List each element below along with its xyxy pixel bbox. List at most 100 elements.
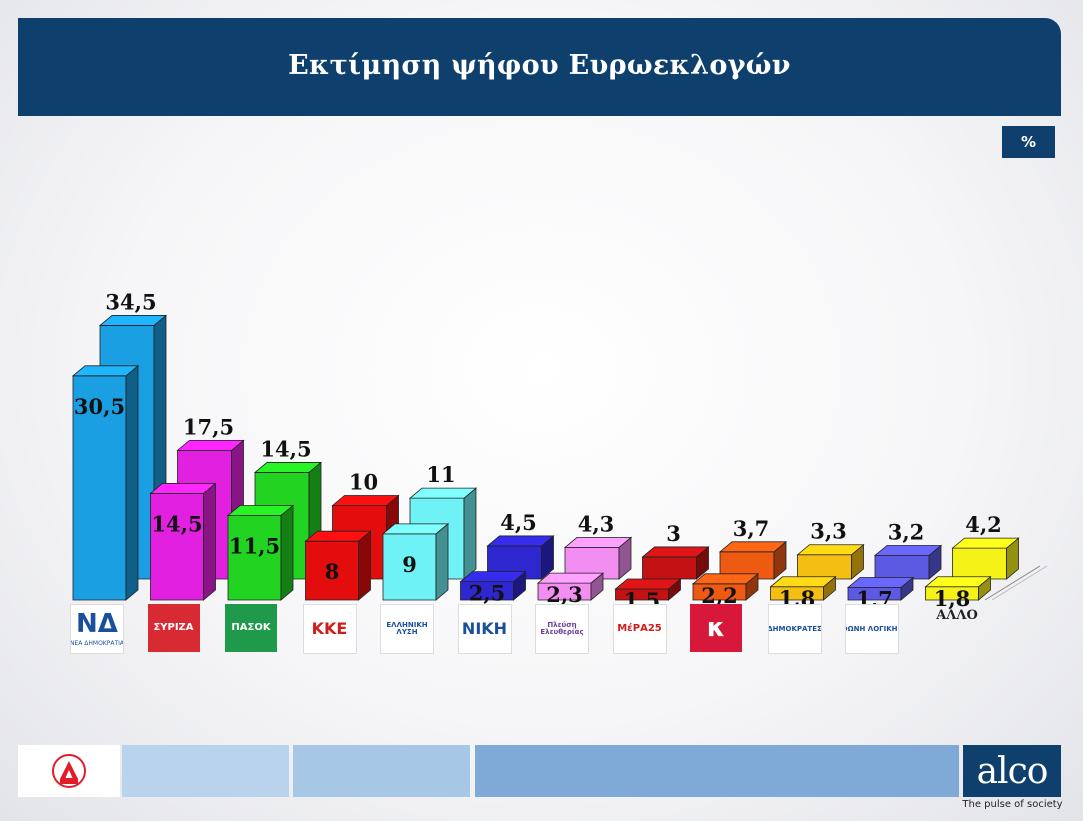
- footer-segment: [122, 745, 289, 797]
- back-bar-side: [463, 487, 477, 580]
- niki-logo: ΝΙΚΗ: [457, 604, 512, 654]
- front-bar-top: [459, 571, 527, 583]
- chart-bars: 34,5 17,5 14,5 10 11 4,5 4,3 3 3,7 3,3 3,2 4,2 30,5 1…: [71, 289, 1020, 613]
- nd-logo: ΝΔ ΝΕΑ ΔΗΜΟΚΡΑΤΙΑ: [70, 604, 124, 654]
- back-value-label: 3,3: [810, 519, 847, 544]
- back-value-label: 14,5: [260, 436, 311, 461]
- back-value-label: 17,5: [183, 414, 234, 439]
- back-bar-top: [796, 544, 865, 556]
- other-label: ΑΛΛΟ: [936, 608, 978, 623]
- back-value-label: 11: [426, 462, 455, 487]
- front-bar-side: [280, 504, 294, 601]
- party-logo-text: ΝΙΚΗ: [461, 619, 508, 638]
- party-logo-subtext: ΝΕΑ ΔΗΜΟΚΡΑΤΙΑ: [70, 640, 124, 647]
- front-bar-top: [536, 572, 605, 584]
- front-bar-side: [358, 530, 371, 601]
- back-value-label: 3,7: [733, 516, 770, 541]
- back-value-label: 4,3: [578, 511, 615, 536]
- front-bar: [381, 522, 450, 601]
- back-value-label: 10: [349, 470, 378, 495]
- front-bar-top: [769, 576, 837, 588]
- back-bar-front: [642, 556, 697, 580]
- front-bar-top: [846, 577, 915, 588]
- front-value-label: 2,2: [701, 583, 738, 608]
- front-bar: [304, 530, 372, 601]
- front-bar-top: [924, 576, 992, 588]
- party-logo-text: ΦΩΝΗ ΛΟΓΙΚΗΣ: [846, 624, 899, 633]
- unit-badge: %: [1002, 126, 1055, 158]
- back-bar: [873, 544, 943, 580]
- alco-tagline: The pulse of society: [962, 799, 1063, 810]
- back-bar: [486, 535, 555, 580]
- party-logo-text: Πλεύση Ελευθερίας: [540, 621, 584, 636]
- front-bar: [614, 578, 682, 601]
- header-banner: Εκτίμηση ψήφου Ευρωεκλογών: [18, 18, 1061, 116]
- front-bar: [846, 576, 915, 601]
- back-bar-top: [641, 546, 710, 558]
- front-bar: [459, 570, 527, 601]
- kke-logo: ΚΚΕ: [302, 604, 357, 654]
- party-logo-text: κ: [706, 613, 726, 643]
- party-logo-text: ΝΔ: [76, 609, 118, 639]
- party-logo-text: ΔΗΜΟΚΡΑΤΕΣ: [767, 624, 822, 633]
- footer-segment: [293, 745, 470, 797]
- back-bar: [641, 546, 710, 580]
- back-bar-top: [176, 439, 245, 451]
- back-value-label: 4,5: [500, 510, 537, 535]
- front-value-label: 11,5: [229, 533, 280, 558]
- front-bar-top: [614, 578, 682, 590]
- front-bar-top: [691, 573, 760, 585]
- back-bar-top: [718, 541, 788, 553]
- front-value-label: 9: [402, 552, 417, 577]
- front-bar: [71, 364, 140, 601]
- back-bar-top: [873, 545, 943, 556]
- footer-segment: [475, 745, 959, 797]
- front-bar: [924, 575, 992, 601]
- chart-floor: [984, 565, 1048, 601]
- back-bar-front: [874, 555, 930, 580]
- kasselakis-logo: κ: [690, 604, 742, 652]
- back-bar-top: [98, 315, 168, 326]
- alpha-news-icon: [52, 754, 86, 788]
- front-bar: [226, 504, 295, 601]
- front-bar: [691, 572, 760, 601]
- dimokrates-logo: ΔΗΜΟΚΡΑΤΕΣ: [767, 604, 822, 654]
- party-logo-text: ΕΛΛΗΝΙΚΗ ΛΥΣΗ: [386, 621, 428, 636]
- floor-edge-line: [984, 565, 1041, 601]
- front-bar-side: [203, 482, 216, 601]
- front-value-label: 2,3: [546, 582, 583, 607]
- alpha-news-logo: [18, 745, 120, 797]
- front-value-label: 8: [325, 559, 340, 584]
- front-value-label: 30,5: [74, 394, 125, 419]
- front-bar-front: [150, 493, 204, 601]
- front-value-label: 14,5: [151, 511, 202, 536]
- back-bar-top: [331, 495, 400, 506]
- back-bar-top: [563, 536, 633, 548]
- elliniki-lysi-logo: ΕΛΛΗΝΙΚΗ ΛΥΣΗ: [380, 604, 434, 654]
- party-logo-text: ΚΚΕ: [311, 619, 348, 638]
- back-bar-top: [486, 535, 555, 547]
- front-bar: [149, 482, 217, 601]
- back-bar-top: [951, 537, 1020, 549]
- page-title: Εκτίμηση ψήφου Ευρωεκλογών: [288, 49, 791, 81]
- front-bar-top: [226, 505, 295, 516]
- party-logo-text: ΠΑΣΟΚ: [231, 622, 271, 633]
- front-bar: [536, 572, 605, 601]
- party-logo-text: ΜέΡΑ25: [617, 623, 662, 634]
- front-bar-top: [149, 483, 217, 494]
- back-bar-top: [253, 462, 323, 473]
- back-bar: [951, 537, 1020, 580]
- back-value-label: 4,2: [965, 512, 1002, 537]
- back-bar-front: [797, 554, 852, 580]
- party-logo-text: ΣΥΡΙΖΑ: [153, 622, 194, 633]
- front-bar-top: [71, 365, 140, 377]
- front-bar-top: [381, 523, 450, 535]
- front-value-label: 1,8: [934, 586, 971, 611]
- front-bar: [769, 575, 837, 601]
- alco-brand: alco: [976, 750, 1049, 792]
- back-bar-front: [952, 547, 1007, 580]
- back-value-label: 34,5: [105, 289, 156, 314]
- back-value-label: 3: [666, 521, 681, 546]
- mera25-logo: ΜέΡΑ25: [612, 604, 667, 654]
